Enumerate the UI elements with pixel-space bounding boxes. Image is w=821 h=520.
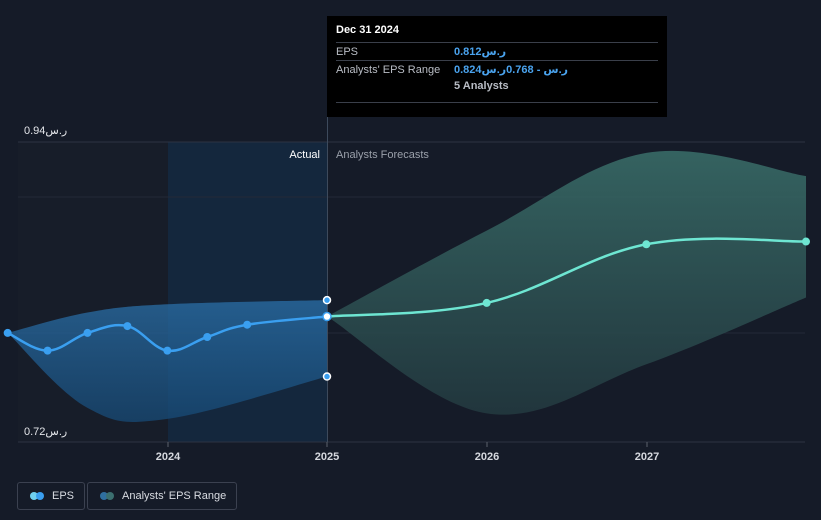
tooltip-eps-row: EPS 0.812ر.س <box>336 42 658 60</box>
range-marker <box>322 295 332 305</box>
eps-forecast-line <box>325 237 808 318</box>
range-legend-icon <box>100 492 114 500</box>
legend-eps[interactable]: EPS <box>17 482 86 510</box>
tooltip-eps-value: 0.812ر.س <box>454 46 507 58</box>
y-axis-bottom-label: 0.72ر.س <box>24 426 67 438</box>
tooltip-divider <box>336 102 658 103</box>
tooltip-range-row: Analysts' EPS Range 0.824ر.س - 0.768ر.س <box>336 60 658 78</box>
eps-points <box>3 237 811 381</box>
tooltip-analysts: 5 Analysts <box>454 80 509 92</box>
eps-actual-point <box>203 333 212 341</box>
x-tick-label: 2024 <box>156 451 181 463</box>
tooltip-eps-label: EPS <box>336 46 359 58</box>
eps-actual-point <box>322 311 332 322</box>
x-tick-label: 2025 <box>315 451 339 463</box>
tooltip: Dec 31 2024 EPS 0.812ر.س Analysts' EPS R… <box>327 16 667 117</box>
eps-actual-point <box>3 328 12 337</box>
x-axis-ticks: 2024 2025 2026 2027 <box>156 442 659 463</box>
legend-range[interactable]: Analysts' EPS Range <box>87 482 238 510</box>
forecast-eps-range-band <box>327 150 807 415</box>
eps-forecast-point <box>802 237 811 246</box>
eps-actual-point <box>163 346 172 355</box>
eps-legend-icon <box>30 492 44 500</box>
tooltip-range-label: Analysts' EPS Range <box>336 64 441 76</box>
x-tick-label: 2026 <box>475 451 499 463</box>
eps-forecast-point <box>482 298 491 307</box>
eps-actual-point <box>43 346 52 355</box>
legend-range-label: Analysts' EPS Range <box>122 490 227 502</box>
tooltip-date: Dec 31 2024 <box>336 24 399 36</box>
eps-actual-point <box>83 328 92 337</box>
section-label-actual: Actual <box>289 149 320 161</box>
eps-actual-point <box>123 322 132 331</box>
section-label-forecast: Analysts Forecasts <box>336 149 429 161</box>
y-axis-top-label: 0.94ر.س <box>24 125 67 137</box>
range-marker <box>322 372 332 381</box>
tooltip-range-value: 0.824ر.س - 0.768ر.س <box>454 64 568 76</box>
x-tick-label: 2027 <box>635 451 659 463</box>
legend-eps-label: EPS <box>52 490 75 502</box>
eps-actual-point <box>243 320 252 329</box>
eps-forecast-point <box>642 240 651 249</box>
